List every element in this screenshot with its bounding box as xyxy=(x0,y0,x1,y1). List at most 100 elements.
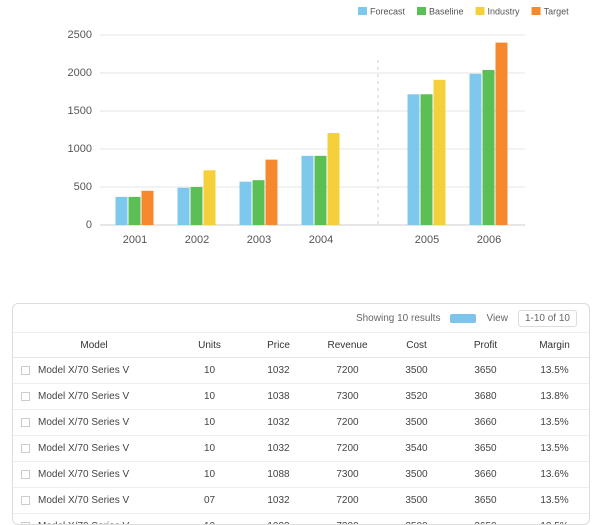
bar xyxy=(470,74,482,225)
x-tick-label: 2003 xyxy=(247,234,271,246)
table-cell: 7300 xyxy=(313,384,382,410)
row-checkbox[interactable] xyxy=(21,418,30,427)
toolbar: Showing 10 results View 1-10 of 10 xyxy=(13,304,589,333)
cell-text: Model X/70 Series V xyxy=(38,521,129,525)
bar xyxy=(116,197,128,225)
bar xyxy=(142,191,154,225)
y-tick-label: 2500 xyxy=(68,29,92,41)
pager[interactable]: 1-10 of 10 xyxy=(518,310,577,327)
column-header: Profit xyxy=(451,333,520,358)
table-cell: 7300 xyxy=(313,462,382,488)
y-tick-label: 500 xyxy=(74,181,92,193)
bar xyxy=(483,70,495,225)
bar xyxy=(328,133,340,225)
table-cell: 1032 xyxy=(244,436,313,462)
page: {"chart_data": {"type": "bar", "categori… xyxy=(0,0,600,512)
legend-label: Baseline xyxy=(429,6,464,16)
x-tick-label: 2005 xyxy=(415,234,439,246)
table-cell: 3650 xyxy=(451,436,520,462)
table-cell: 7200 xyxy=(313,488,382,514)
row-checkbox[interactable] xyxy=(21,496,30,505)
row-checkbox[interactable] xyxy=(21,444,30,453)
column-header: Margin xyxy=(520,333,589,358)
bar xyxy=(496,43,508,225)
bar xyxy=(408,94,420,225)
bar xyxy=(434,80,446,225)
row-checkbox[interactable] xyxy=(21,366,30,375)
table-cell: 7200 xyxy=(313,410,382,436)
legend-swatch xyxy=(417,7,426,15)
table-cell: 10 xyxy=(175,514,244,525)
bar xyxy=(315,156,327,225)
table-cell: 3650 xyxy=(451,514,520,525)
cell-text: Model X/70 Series V xyxy=(38,417,129,428)
view-toggle[interactable] xyxy=(450,314,476,323)
legend-label: Forecast xyxy=(370,6,406,16)
table-cell: 13.5% xyxy=(520,488,589,514)
table-cell: 7200 xyxy=(313,358,382,384)
column-header: Units xyxy=(175,333,244,358)
column-header: Model xyxy=(13,333,175,358)
table-cell: 1038 xyxy=(244,384,313,410)
table-cell: 10 xyxy=(175,358,244,384)
table-row[interactable]: Model X/70 Series V10103272003500365013.… xyxy=(13,514,589,525)
legend-swatch xyxy=(358,7,367,15)
bar xyxy=(421,94,433,225)
table-cell: 3500 xyxy=(382,488,451,514)
table-cell: 3650 xyxy=(451,358,520,384)
bar xyxy=(240,182,252,225)
row-checkbox[interactable] xyxy=(21,470,30,479)
y-tick-label: 1000 xyxy=(68,143,92,155)
table-cell: 13.5% xyxy=(520,410,589,436)
table-cell: 3500 xyxy=(382,462,451,488)
bar xyxy=(266,160,278,225)
view-label[interactable]: View xyxy=(486,313,508,324)
table-cell: 1032 xyxy=(244,410,313,436)
bar xyxy=(129,197,141,225)
legend-label: Target xyxy=(544,6,570,16)
table-cell: Model X/70 Series V xyxy=(13,410,175,436)
table-cell: Model X/70 Series V xyxy=(13,462,175,488)
cell-text: Model X/70 Series V xyxy=(38,391,129,402)
y-tick-label: 0 xyxy=(86,219,92,231)
table-panel: Showing 10 results View 1-10 of 10 Model… xyxy=(12,303,590,525)
table-cell: 3680 xyxy=(451,384,520,410)
summary: Showing 10 results xyxy=(356,313,441,324)
table-cell: 10 xyxy=(175,410,244,436)
table-cell: 3500 xyxy=(382,410,451,436)
table-cell: Model X/70 Series V xyxy=(13,436,175,462)
table-cell: 13.5% xyxy=(520,514,589,525)
bar xyxy=(191,187,203,225)
cell-text: Model X/70 Series V xyxy=(38,495,129,506)
x-tick-label: 2001 xyxy=(123,234,147,246)
table-cell: 10 xyxy=(175,436,244,462)
table-cell: 1032 xyxy=(244,358,313,384)
table-cell: 1088 xyxy=(244,462,313,488)
column-header: Cost xyxy=(382,333,451,358)
table-cell: 3660 xyxy=(451,462,520,488)
table-cell: 13.8% xyxy=(520,384,589,410)
table-cell: 13.6% xyxy=(520,462,589,488)
x-tick-label: 2006 xyxy=(477,234,501,246)
bar xyxy=(204,170,216,225)
x-tick-label: 2004 xyxy=(309,234,333,246)
bar xyxy=(253,180,265,225)
y-tick-label: 2000 xyxy=(68,67,92,79)
cell-text: Model X/70 Series V xyxy=(38,469,129,480)
table-cell: 1032 xyxy=(244,514,313,525)
row-checkbox[interactable] xyxy=(21,392,30,401)
table-cell: Model X/70 Series V xyxy=(13,384,175,410)
table-cell: 13.5% xyxy=(520,358,589,384)
table-cell: Model X/70 Series V xyxy=(13,488,175,514)
column-header: Price xyxy=(244,333,313,358)
table-cell: 07 xyxy=(175,488,244,514)
table-cell: 3660 xyxy=(451,410,520,436)
